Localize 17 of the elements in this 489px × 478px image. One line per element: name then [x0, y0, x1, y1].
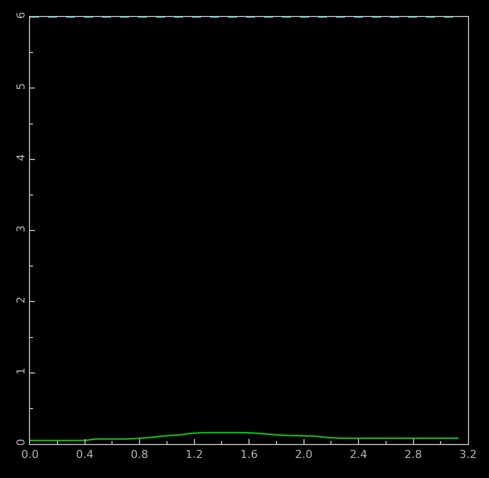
x-tick-label: 0.4	[76, 448, 94, 462]
x-tick-label: 0.8	[130, 448, 148, 462]
y-tick-label: 3	[14, 225, 28, 232]
x-tick-label: 2.4	[350, 448, 368, 462]
x-tick-label: 3.2	[459, 448, 477, 462]
x-tick-label: 2.0	[295, 448, 312, 462]
x-tick-label: 2.8	[404, 448, 422, 462]
y-tick-label: 0	[14, 438, 28, 446]
y-tick-label: 2	[14, 296, 28, 304]
line-series	[30, 432, 460, 442]
y-tick-label: 6	[14, 12, 28, 19]
x-tick-label: 0.0	[21, 448, 39, 462]
x-tick-label: 1.6	[240, 448, 258, 462]
x-tick-label: 1.2	[186, 448, 203, 462]
y-tick-label: 4	[14, 154, 28, 162]
y-tick-label: 5	[14, 83, 28, 90]
y-tick-label: 1	[14, 368, 28, 375]
